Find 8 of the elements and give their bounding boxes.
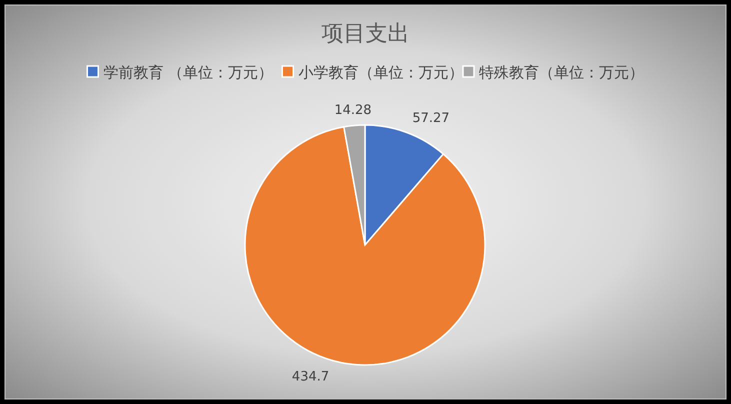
data-label: 434.7	[292, 370, 330, 385]
chart-title: 项目支出	[322, 22, 410, 47]
data-label: 57.27	[412, 111, 450, 126]
legend-label: 学前教育 （单位：万元）	[103, 63, 274, 82]
legend-label: 特殊教育（单位：万元）	[479, 63, 644, 82]
data-label: 14.28	[334, 103, 372, 118]
legend-label: 小学教育（单位：万元）	[298, 63, 464, 82]
pie-slice	[244, 126, 486, 366]
